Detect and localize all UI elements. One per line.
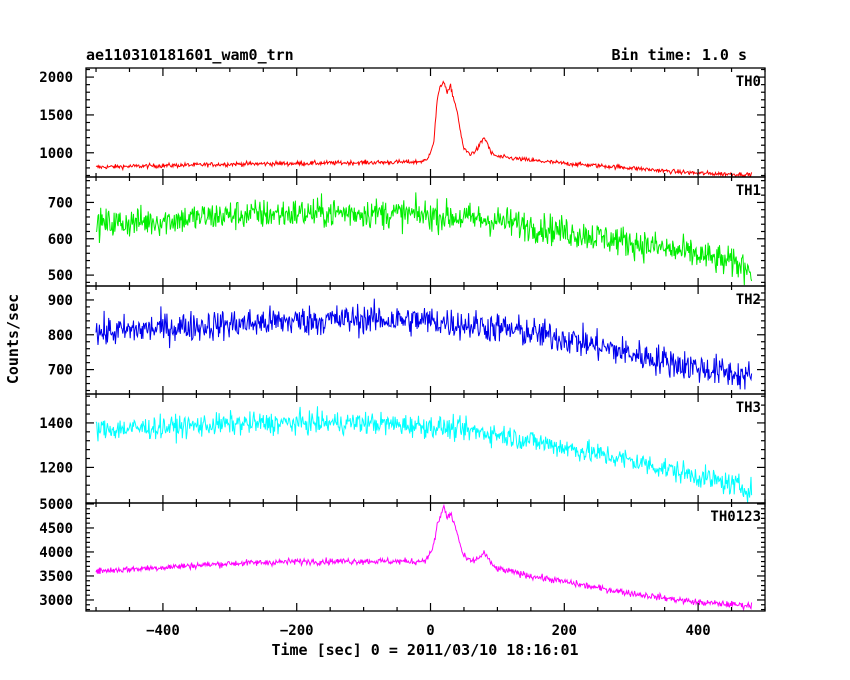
y-tick-label: 5000: [39, 497, 73, 513]
series-line-th3: [95, 406, 753, 503]
y-tick-label: 1200: [39, 460, 73, 476]
y-tick-label: 2000: [39, 70, 73, 86]
x-axis: −400 −200 0 200 400: [146, 623, 711, 639]
y-tick-label: 500: [48, 268, 73, 284]
x-axis-label: Time [sec] 0 = 2011/03/10 18:16:01: [271, 641, 578, 659]
x-tick-label: −200: [280, 623, 314, 639]
panel-frame: [85, 502, 766, 612]
y-tick-label: 3500: [39, 569, 73, 585]
panel-frame: [85, 176, 766, 287]
y-tick-label: 700: [48, 195, 73, 211]
y-tick-label: 4000: [39, 545, 73, 561]
y-tick-label: 4500: [39, 521, 73, 537]
bin-time-label: Bin time: 1.0 s: [611, 46, 747, 64]
y-tick-label: 900: [48, 293, 73, 309]
y-tick-label: 700: [48, 363, 73, 379]
panel-th0: 1000 1500 2000 TH0: [39, 67, 766, 178]
panel-th2: 700 800 900 TH2: [48, 285, 766, 395]
panel-label: TH0123: [710, 509, 761, 525]
x-tick-label: 200: [552, 623, 577, 639]
y-axis-label: Counts/sec: [4, 294, 22, 384]
panel-label: TH3: [736, 400, 761, 416]
panel-frame: [85, 393, 766, 504]
chart-title: ae110310181601_wam0_trn: [86, 46, 294, 64]
x-tick-label: 400: [685, 623, 710, 639]
panel-frame: [85, 67, 766, 178]
panel-label: TH0: [736, 74, 761, 90]
y-tick-label: 1000: [39, 146, 73, 162]
panel-th3: 1200 1400 TH3: [39, 393, 766, 504]
y-tick-label: 1400: [39, 416, 73, 432]
y-tick-label: 600: [48, 232, 73, 248]
panel-th1: 500 600 700 TH1: [48, 176, 766, 287]
series-line-th0: [95, 80, 753, 177]
series-line-th2: [95, 298, 753, 390]
panels-layer: 1000 1500 2000 TH0 500 600 700 TH1 700 800 900 TH2 1…: [39, 67, 766, 612]
panel-th0123: 3000 3500 4000 4500 5000 TH0123: [39, 497, 766, 612]
panel-label: TH2: [736, 292, 761, 308]
panel-label: TH1: [736, 183, 761, 199]
y-tick-label: 800: [48, 328, 73, 344]
y-tick-label: 3000: [39, 593, 73, 609]
series-line-th0123: [95, 503, 753, 611]
x-tick-label: −400: [146, 623, 180, 639]
y-tick-label: 1500: [39, 108, 73, 124]
series-line-th1: [95, 192, 753, 286]
x-tick-label: 0: [426, 623, 434, 639]
panel-frame: [85, 285, 766, 395]
